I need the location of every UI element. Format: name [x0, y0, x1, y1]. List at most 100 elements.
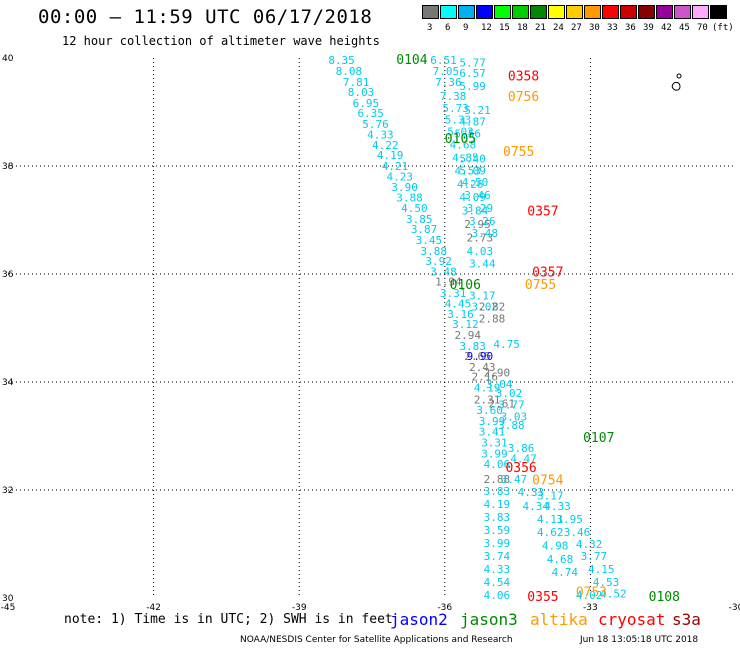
wave-height-value: 3.74: [484, 550, 511, 563]
color-swatch: [674, 5, 691, 19]
footer-credit: NOAA/NESDIS Center for Satellite Applica…: [240, 635, 513, 645]
latitude-tick-label: 32: [2, 486, 13, 496]
wave-height-value: 3.87: [411, 223, 438, 236]
wave-height-value: 3.31: [440, 287, 467, 300]
wave-height-value: 4.75: [493, 338, 520, 351]
legend-s3a: s3a: [672, 610, 701, 629]
land-feature: [671, 73, 682, 91]
wave-height-value: 5.76: [362, 118, 389, 131]
color-scale-label: 6: [445, 23, 451, 33]
wave-height-value: 2.88: [479, 312, 506, 325]
wave-height-value: 3.90: [391, 181, 418, 194]
wave-height-value: 4.98: [542, 540, 569, 553]
wave-height-value: 6.95: [353, 97, 380, 110]
wave-height-value: 3.47: [501, 473, 528, 486]
color-scale-label: 45: [679, 23, 690, 33]
wave-height-value: 3.46: [464, 189, 491, 202]
color-swatch: [512, 5, 529, 19]
wave-height-value: 4.34: [522, 500, 549, 513]
latitude-tick-label: 40: [2, 54, 14, 64]
wave-height-value: 3.44: [469, 258, 496, 271]
wave-height-value: 4.19: [484, 498, 511, 511]
longitude-tick-label: -45: [1, 603, 16, 613]
wave-height-value: 3.59: [484, 524, 511, 537]
pass-time-label: 0358: [508, 69, 539, 84]
wave-height-value: 3.99: [484, 537, 511, 550]
wave-height-value: 4.54: [484, 576, 511, 589]
longitude-tick-label: -39: [292, 603, 307, 613]
color-scale-label: 3: [427, 23, 433, 33]
pass-time-label: 0107: [583, 431, 614, 446]
color-swatch: [476, 5, 493, 19]
longitude-tick-label: -36: [437, 603, 452, 613]
wave-height-value: 3.83: [484, 485, 511, 498]
wave-height-value: 3.17: [537, 489, 564, 502]
color-swatch: [638, 5, 655, 19]
wave-height-value: 3.46: [564, 526, 591, 539]
wave-height-value: 8.08: [336, 65, 363, 78]
pass-time-label: 0755: [525, 278, 556, 293]
wave-height-value: 3.26: [469, 215, 496, 228]
wave-height-value: 6.35: [357, 107, 384, 120]
color-swatch: [584, 5, 601, 19]
color-scale-label: 18: [517, 23, 528, 33]
wave-height-value: 3.77: [498, 399, 524, 412]
wave-height-value: 3.86: [508, 442, 534, 455]
wave-height-value: 4.33: [367, 129, 394, 142]
wave-height-value: 3.84: [462, 204, 489, 217]
pass-time-label: 0754: [532, 473, 563, 488]
axis-tick-labels: -45 -42 -39 -36 -33 -30 40 38 36 34 32 30: [1, 54, 740, 613]
wave-height-value: 2.73: [467, 231, 494, 244]
wave-height-value: 5.03: [447, 125, 474, 138]
color-swatch: [620, 5, 637, 19]
wave-height-value: 4.50: [462, 176, 489, 189]
pass-time-label: 0753: [576, 586, 607, 601]
wave-height-value: 4.68: [547, 553, 574, 566]
latitude-tick-label: 34: [2, 378, 14, 388]
wave-height-value: 4.52: [600, 588, 627, 601]
wave-height-value: 7.38: [440, 90, 467, 103]
wave-height-value: 3.45: [416, 234, 443, 247]
wave-height-value: 4.33: [518, 486, 545, 499]
wave-height-value: 5.77: [459, 56, 486, 69]
color-swatch: [458, 5, 475, 19]
color-scale-label: 30: [589, 23, 600, 33]
wave-height-value: 1.94: [435, 276, 462, 289]
wave-height-value: 4.33: [544, 500, 571, 513]
wave-height-value: 3.99: [479, 415, 506, 428]
pass-time-label: 0108: [649, 590, 680, 605]
wave-height-value: 5.09: [459, 164, 486, 177]
map-grid: [8, 58, 736, 598]
color-scale-label: 27: [571, 23, 582, 33]
wave-height-value: 4.11: [537, 513, 564, 526]
wave-height-value: 3.88: [396, 191, 423, 204]
wave-height-value: 7.05: [433, 65, 460, 78]
wave-height-value: 3.31: [481, 436, 508, 449]
color-scale-label: 15: [499, 23, 510, 33]
wave-height-value: 7.36: [435, 76, 462, 89]
wave-height-value: 3.88: [421, 245, 448, 258]
pass-time-label: 0106: [450, 278, 481, 293]
legend-cryosat: cryosat: [598, 610, 666, 629]
wave-height-value: 4.02: [576, 589, 603, 602]
color-scale-label: 12: [481, 23, 492, 33]
wave-height-value: 3.83: [484, 511, 511, 524]
wave-height-value: 2.43: [469, 361, 496, 374]
latitude-tick-label: 36: [2, 270, 14, 280]
legend-jason2: jason2: [390, 610, 448, 629]
color-scale-label: 21: [535, 23, 546, 33]
pass-time-label: 0755: [503, 145, 534, 160]
color-scale-unit: (ft): [712, 23, 734, 33]
color-swatch: [422, 5, 439, 19]
wave-height-value: 6.57: [459, 67, 486, 80]
wave-height-value: 4.15: [588, 563, 615, 576]
latitude-tick-label: 38: [2, 162, 14, 172]
pass-time-label: 0104: [396, 53, 427, 68]
wave-height-value: 4.23: [387, 170, 414, 183]
wave-height-value: 3.83: [459, 340, 486, 353]
color-scale-label: 24: [553, 23, 564, 33]
color-swatch: [656, 5, 673, 19]
wave-height-value: 4.53: [593, 576, 620, 589]
wave-height-value: 4.06: [484, 458, 511, 471]
chart-subtitle: 12 hour collection of altimeter wave hei…: [62, 34, 380, 48]
